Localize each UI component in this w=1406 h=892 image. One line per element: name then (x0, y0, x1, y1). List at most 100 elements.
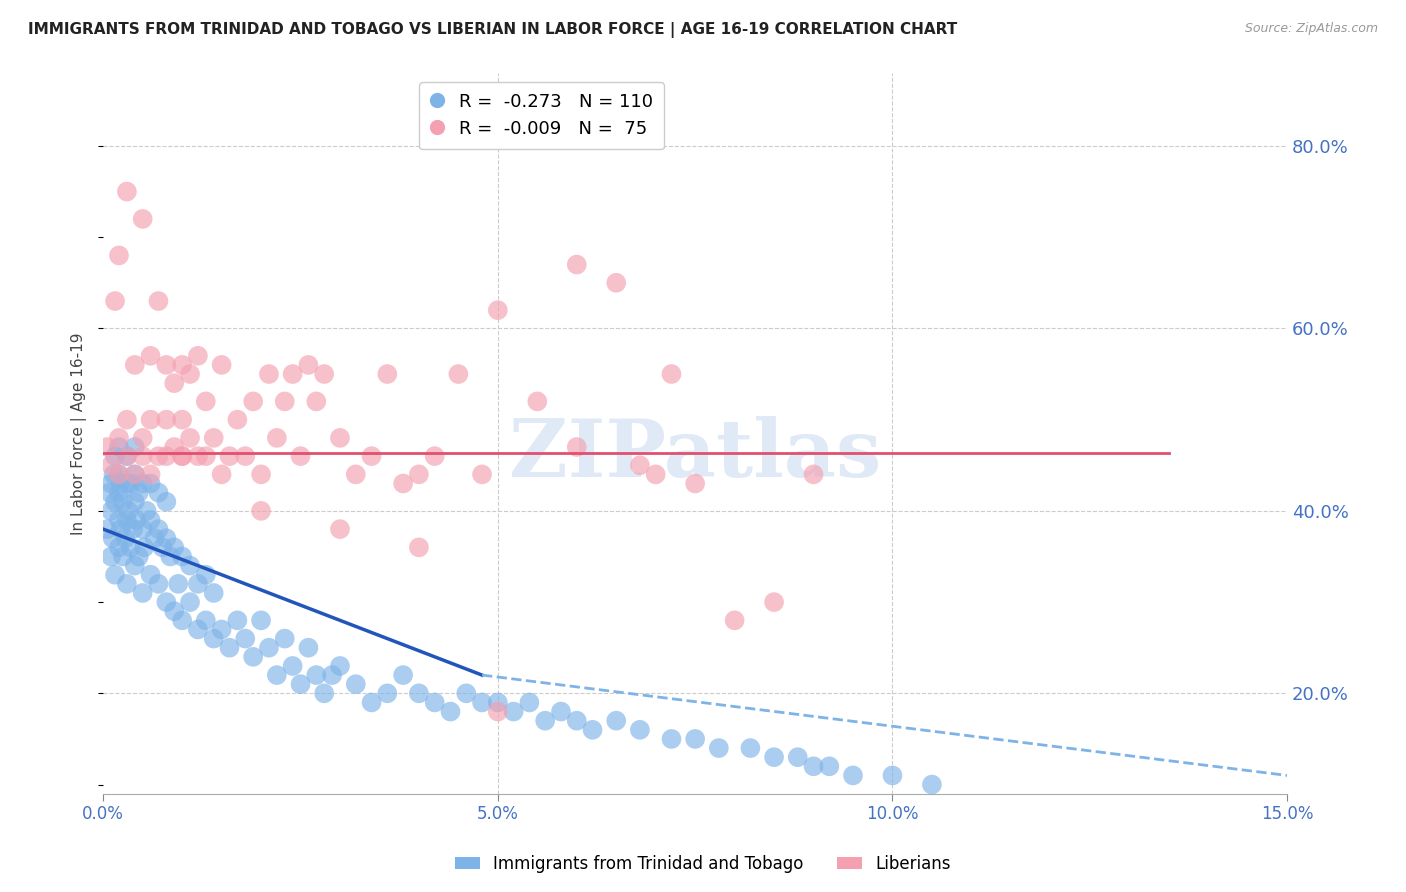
Point (486, 705, 509, 719)
Point (120, 541, 142, 555)
Point (139, 567, 162, 582)
Point (242, 649, 264, 664)
Point (96, 440, 118, 454)
Point (194, 449, 217, 463)
Point (842, 768, 865, 782)
Point (471, 467, 494, 482)
Point (233, 449, 256, 463)
Point (281, 659, 304, 673)
Point (115, 476, 138, 491)
Point (281, 367, 304, 381)
Point (152, 541, 174, 555)
Point (131, 431, 153, 445)
Point (114, 531, 136, 545)
Legend: Immigrants from Trinidad and Tobago, Liberians: Immigrants from Trinidad and Tobago, Lib… (449, 848, 957, 880)
Point (187, 349, 209, 363)
Point (526, 394, 548, 409)
Y-axis label: In Labor Force | Age 16-19: In Labor Force | Age 16-19 (72, 332, 87, 534)
Point (128, 549, 150, 564)
Point (439, 705, 461, 719)
Point (172, 449, 194, 463)
Point (148, 485, 170, 500)
Point (139, 349, 162, 363)
Point (108, 485, 131, 500)
Point (148, 449, 170, 463)
Point (882, 768, 904, 782)
Point (115, 513, 138, 527)
Point (115, 449, 138, 463)
Point (108, 467, 131, 482)
Point (122, 522, 145, 536)
Point (274, 394, 297, 409)
Point (921, 778, 943, 792)
Point (266, 668, 288, 682)
Point (344, 467, 367, 482)
Point (104, 567, 127, 582)
Point (763, 595, 786, 609)
Point (155, 412, 177, 426)
Point (565, 258, 588, 272)
Point (194, 613, 217, 627)
Point (163, 440, 186, 454)
Point (117, 504, 139, 518)
Point (329, 431, 352, 445)
Point (194, 394, 217, 409)
Point (100, 476, 122, 491)
Point (155, 595, 177, 609)
Point (471, 695, 494, 709)
Point (155, 494, 177, 508)
Text: Source: ZipAtlas.com: Source: ZipAtlas.com (1244, 22, 1378, 36)
Point (644, 467, 666, 482)
Point (274, 632, 297, 646)
Point (211, 623, 233, 637)
Point (104, 449, 127, 463)
Point (187, 449, 209, 463)
Point (148, 522, 170, 536)
Point (124, 558, 146, 573)
Point (172, 613, 194, 627)
Point (131, 586, 153, 600)
Point (605, 714, 627, 728)
Point (187, 577, 209, 591)
Point (155, 449, 177, 463)
Point (100, 458, 122, 473)
Point (290, 449, 312, 463)
Point (115, 185, 138, 199)
Point (131, 211, 153, 226)
Point (120, 476, 142, 491)
Point (139, 476, 162, 491)
Point (131, 476, 153, 491)
Point (135, 504, 157, 518)
Point (297, 358, 319, 372)
Point (408, 467, 430, 482)
Point (266, 431, 288, 445)
Point (172, 449, 194, 463)
Point (305, 394, 328, 409)
Point (108, 513, 131, 527)
Point (163, 541, 186, 555)
Point (163, 604, 186, 618)
Point (628, 723, 651, 737)
Point (111, 494, 134, 508)
Point (375, 367, 398, 381)
Text: ZIPatlas: ZIPatlas (509, 416, 882, 494)
Point (250, 467, 273, 482)
Point (242, 394, 264, 409)
Point (194, 567, 217, 582)
Point (740, 741, 762, 756)
Point (124, 440, 146, 454)
Point (124, 358, 146, 372)
Point (124, 467, 146, 482)
Point (314, 367, 336, 381)
Point (100, 549, 122, 564)
Point (392, 476, 415, 491)
Point (321, 668, 343, 682)
Point (101, 531, 124, 545)
Point (723, 613, 745, 627)
Point (211, 358, 233, 372)
Point (167, 577, 190, 591)
Point (134, 541, 156, 555)
Point (661, 367, 683, 381)
Point (257, 367, 280, 381)
Point (803, 759, 825, 773)
